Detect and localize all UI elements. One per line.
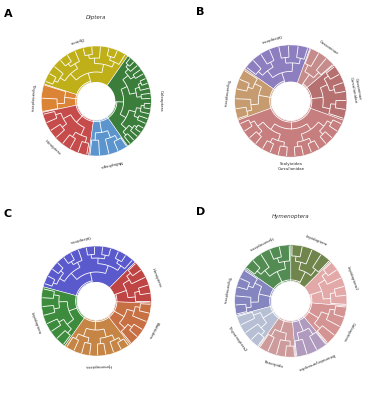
Text: Lepidoptera: Lepidoptera bbox=[30, 311, 42, 335]
Text: Coleoptera: Coleoptera bbox=[158, 90, 163, 112]
Text: Cossoninae
Curculionidae: Cossoninae Curculionidae bbox=[349, 76, 362, 104]
Text: Hymenoptera: Hymenoptera bbox=[248, 235, 273, 251]
Text: Thysanoptera: Thysanoptera bbox=[222, 79, 230, 106]
Text: Entomobryomorpha: Entomobryomorpha bbox=[297, 352, 335, 371]
Text: Diptera: Diptera bbox=[68, 36, 83, 44]
Text: Hemiptera: Hemiptera bbox=[44, 140, 61, 156]
Text: Cossoninae: Cossoninae bbox=[318, 39, 339, 56]
Text: Diptera: Diptera bbox=[86, 15, 107, 20]
Wedge shape bbox=[108, 302, 151, 344]
Wedge shape bbox=[303, 303, 347, 344]
Circle shape bbox=[288, 99, 293, 103]
Wedge shape bbox=[293, 315, 327, 357]
Wedge shape bbox=[42, 105, 94, 156]
Text: B: B bbox=[196, 7, 205, 17]
Wedge shape bbox=[107, 56, 151, 146]
Circle shape bbox=[272, 82, 310, 120]
Circle shape bbox=[272, 282, 310, 320]
Circle shape bbox=[78, 83, 115, 119]
Wedge shape bbox=[65, 316, 130, 356]
Wedge shape bbox=[235, 69, 275, 120]
Wedge shape bbox=[41, 84, 79, 112]
Text: C: C bbox=[4, 208, 12, 218]
Text: Coleoptera: Coleoptera bbox=[260, 33, 282, 44]
Wedge shape bbox=[245, 245, 291, 290]
Text: Blattodea: Blattodea bbox=[147, 321, 159, 340]
Text: Lepidoptera2: Lepidoptera2 bbox=[346, 266, 359, 292]
Wedge shape bbox=[89, 116, 128, 156]
Text: Mallophaga: Mallophaga bbox=[100, 159, 123, 168]
Text: Thysanoptera2: Thysanoptera2 bbox=[227, 325, 247, 352]
Text: Scolytoidea
Curculionidae: Scolytoidea Curculionidae bbox=[277, 162, 304, 171]
Circle shape bbox=[94, 299, 98, 303]
Text: Coleoptera: Coleoptera bbox=[69, 234, 91, 244]
Wedge shape bbox=[237, 306, 280, 347]
Wedge shape bbox=[109, 262, 151, 303]
Text: Panorpida: Panorpida bbox=[264, 360, 284, 369]
Text: Hymenoptera: Hymenoptera bbox=[84, 363, 111, 368]
Text: Hymenoptera: Hymenoptera bbox=[272, 214, 310, 219]
Text: A: A bbox=[4, 8, 12, 18]
Wedge shape bbox=[245, 45, 310, 90]
Text: Thysanoptera: Thysanoptera bbox=[30, 84, 35, 111]
Wedge shape bbox=[291, 245, 331, 288]
Wedge shape bbox=[259, 316, 296, 357]
Text: Coleoptera: Coleoptera bbox=[342, 321, 356, 342]
Text: Lepidoptera: Lepidoptera bbox=[304, 234, 328, 247]
Text: Thysanoptera: Thysanoptera bbox=[222, 276, 231, 303]
Wedge shape bbox=[305, 65, 347, 120]
Text: Hemiptera: Hemiptera bbox=[151, 267, 162, 288]
Wedge shape bbox=[43, 246, 135, 296]
Circle shape bbox=[78, 283, 115, 319]
Circle shape bbox=[94, 99, 98, 103]
Wedge shape bbox=[41, 287, 86, 346]
Wedge shape bbox=[238, 107, 343, 157]
Wedge shape bbox=[297, 48, 334, 89]
Wedge shape bbox=[235, 269, 275, 316]
Circle shape bbox=[288, 299, 293, 303]
Wedge shape bbox=[44, 46, 128, 95]
Wedge shape bbox=[304, 261, 347, 306]
Text: D: D bbox=[196, 207, 206, 217]
